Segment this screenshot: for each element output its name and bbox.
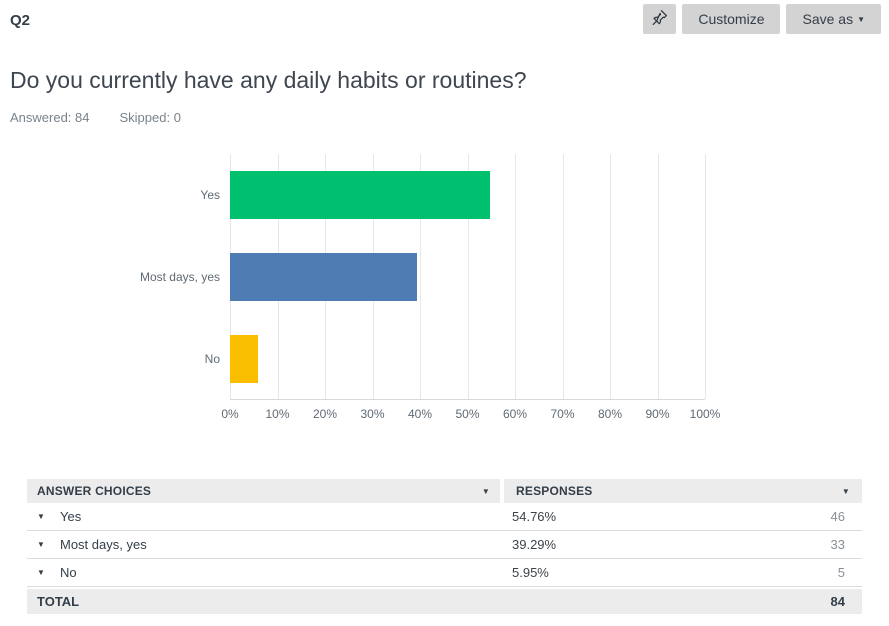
x-axis-tick-label: 20% bbox=[312, 407, 338, 421]
total-count: 84 bbox=[830, 594, 845, 609]
response-cell: 5.95% 5 bbox=[500, 565, 862, 580]
table-total-row: TOTAL 84 bbox=[27, 589, 862, 614]
save-as-button-label: Save as bbox=[802, 11, 854, 27]
row-expand-caret-icon[interactable]: ▼ bbox=[37, 540, 45, 549]
table-row: ▼ No 5.95% 5 bbox=[27, 559, 862, 587]
responses-sort-caret-icon[interactable]: ▼ bbox=[841, 486, 850, 496]
gridline bbox=[420, 154, 421, 399]
response-percent: 39.29% bbox=[512, 537, 557, 552]
response-cell: 39.29% 33 bbox=[500, 537, 862, 552]
responses-header-label: RESPONSES bbox=[516, 484, 593, 498]
x-axis-tick-label: 100% bbox=[689, 407, 721, 421]
answer-cell: ▼ Most days, yes bbox=[27, 537, 500, 552]
table-header-row: ANSWER CHOICES ▼ RESPONSES ▼ bbox=[27, 479, 862, 503]
response-cell: 54.76% 46 bbox=[500, 509, 862, 524]
topbar: Q2 Customize Save as ▼ bbox=[0, 0, 889, 36]
x-axis-tick-label: 30% bbox=[360, 407, 385, 421]
bar-yes[interactable] bbox=[230, 171, 491, 219]
response-percent: 54.76% bbox=[512, 509, 557, 524]
bar-chart: 0% 10% 20% 30% 40% 50% 60% 70% 80% 90% 100% Yes Most… bbox=[0, 154, 889, 426]
gridline bbox=[657, 154, 659, 399]
chevron-down-icon: ▼ bbox=[857, 14, 865, 24]
table-row: ▼ Yes 54.76% 46 bbox=[27, 503, 862, 531]
gridline bbox=[610, 154, 611, 399]
question-number: Q2 bbox=[10, 12, 31, 29]
gridline bbox=[705, 154, 706, 399]
bar-most-days-yes[interactable] bbox=[230, 253, 417, 301]
answer-choices-header[interactable]: ANSWER CHOICES ▼ bbox=[27, 479, 500, 503]
skipped-count: Skipped: 0 bbox=[119, 110, 181, 125]
answer-cell: ▼ No bbox=[27, 565, 500, 580]
x-axis-tick-label: 40% bbox=[407, 407, 433, 421]
x-axis-tick-label: 70% bbox=[550, 407, 575, 421]
answer-label: Yes bbox=[60, 509, 82, 524]
answer-choices-sort-caret-icon[interactable]: ▼ bbox=[481, 486, 490, 496]
bar-no[interactable] bbox=[230, 335, 259, 383]
x-axis-tick-label: 10% bbox=[265, 407, 290, 421]
answer-cell: ▼ Yes bbox=[27, 509, 500, 524]
customize-button[interactable]: Customize bbox=[682, 4, 781, 34]
row-expand-caret-icon[interactable]: ▼ bbox=[37, 568, 45, 577]
category-label: Most days, yes bbox=[139, 270, 220, 284]
pin-button[interactable] bbox=[643, 4, 677, 34]
category-label: Yes bbox=[200, 188, 220, 202]
customize-button-label: Customize bbox=[698, 11, 765, 27]
x-axis-tick-label: 80% bbox=[597, 407, 623, 421]
results-table: ANSWER CHOICES ▼ RESPONSES ▼ ▼ Yes 54.76… bbox=[27, 479, 862, 614]
response-count: 33 bbox=[830, 537, 845, 552]
response-count: 46 bbox=[830, 509, 845, 524]
row-expand-caret-icon[interactable]: ▼ bbox=[37, 512, 45, 521]
gridline bbox=[515, 154, 516, 399]
x-axis-tick-label: 0% bbox=[221, 407, 239, 421]
topbar-actions: Customize Save as ▼ bbox=[643, 4, 881, 34]
total-label: TOTAL bbox=[37, 594, 80, 609]
gridline bbox=[467, 154, 469, 399]
answer-label: No bbox=[60, 565, 77, 580]
pushpin-icon bbox=[650, 8, 669, 30]
table-row: ▼ Most days, yes 39.29% 33 bbox=[27, 531, 862, 559]
question-meta: Answered: 84 Skipped: 0 bbox=[10, 110, 889, 125]
plot-area bbox=[230, 154, 706, 400]
answer-label: Most days, yes bbox=[60, 537, 147, 552]
response-percent: 5.95% bbox=[512, 565, 549, 580]
response-count: 5 bbox=[837, 565, 845, 580]
answered-count: Answered: 84 bbox=[10, 110, 90, 125]
responses-header[interactable]: RESPONSES ▼ bbox=[504, 479, 862, 503]
category-label: No bbox=[204, 352, 220, 366]
x-axis-tick-label: 50% bbox=[455, 407, 480, 421]
gridline bbox=[562, 154, 564, 399]
save-as-button[interactable]: Save as ▼ bbox=[786, 4, 881, 34]
x-axis-tick-label: 90% bbox=[645, 407, 670, 421]
x-axis-tick-label: 60% bbox=[502, 407, 528, 421]
question-title: Do you currently have any daily habits o… bbox=[10, 67, 527, 93]
answer-choices-header-label: ANSWER CHOICES bbox=[37, 484, 152, 498]
